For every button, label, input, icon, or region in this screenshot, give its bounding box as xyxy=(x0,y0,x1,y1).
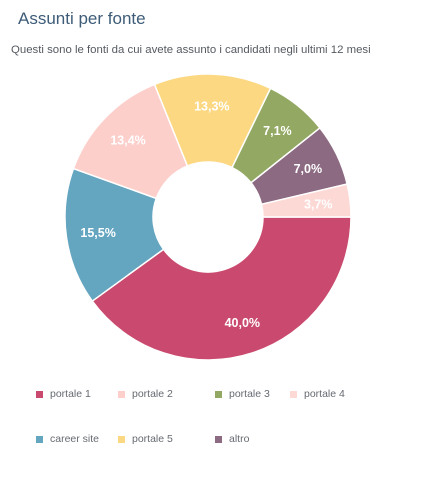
data-label-altro: 7,0% xyxy=(294,162,323,176)
chart-subtitle: Questi sono le fonti da cui avete assunt… xyxy=(11,44,371,56)
data-label-portale-5: 13,3% xyxy=(194,100,229,114)
data-label-portale-3: 7,1% xyxy=(263,124,292,138)
slice-career-site[interactable] xyxy=(64,167,165,303)
chart-title: Assunti per fonte xyxy=(18,9,146,28)
slice-portale-4[interactable] xyxy=(260,183,352,218)
data-label-portale-2: 13,4% xyxy=(110,134,145,148)
data-label-portale-4: 3,7% xyxy=(304,198,333,212)
data-label-career-site: 15,5% xyxy=(80,226,115,240)
slice-portale-2[interactable] xyxy=(72,83,189,200)
slice-portale-1[interactable] xyxy=(91,216,352,361)
data-label-portale-1: 40,0% xyxy=(225,316,260,330)
